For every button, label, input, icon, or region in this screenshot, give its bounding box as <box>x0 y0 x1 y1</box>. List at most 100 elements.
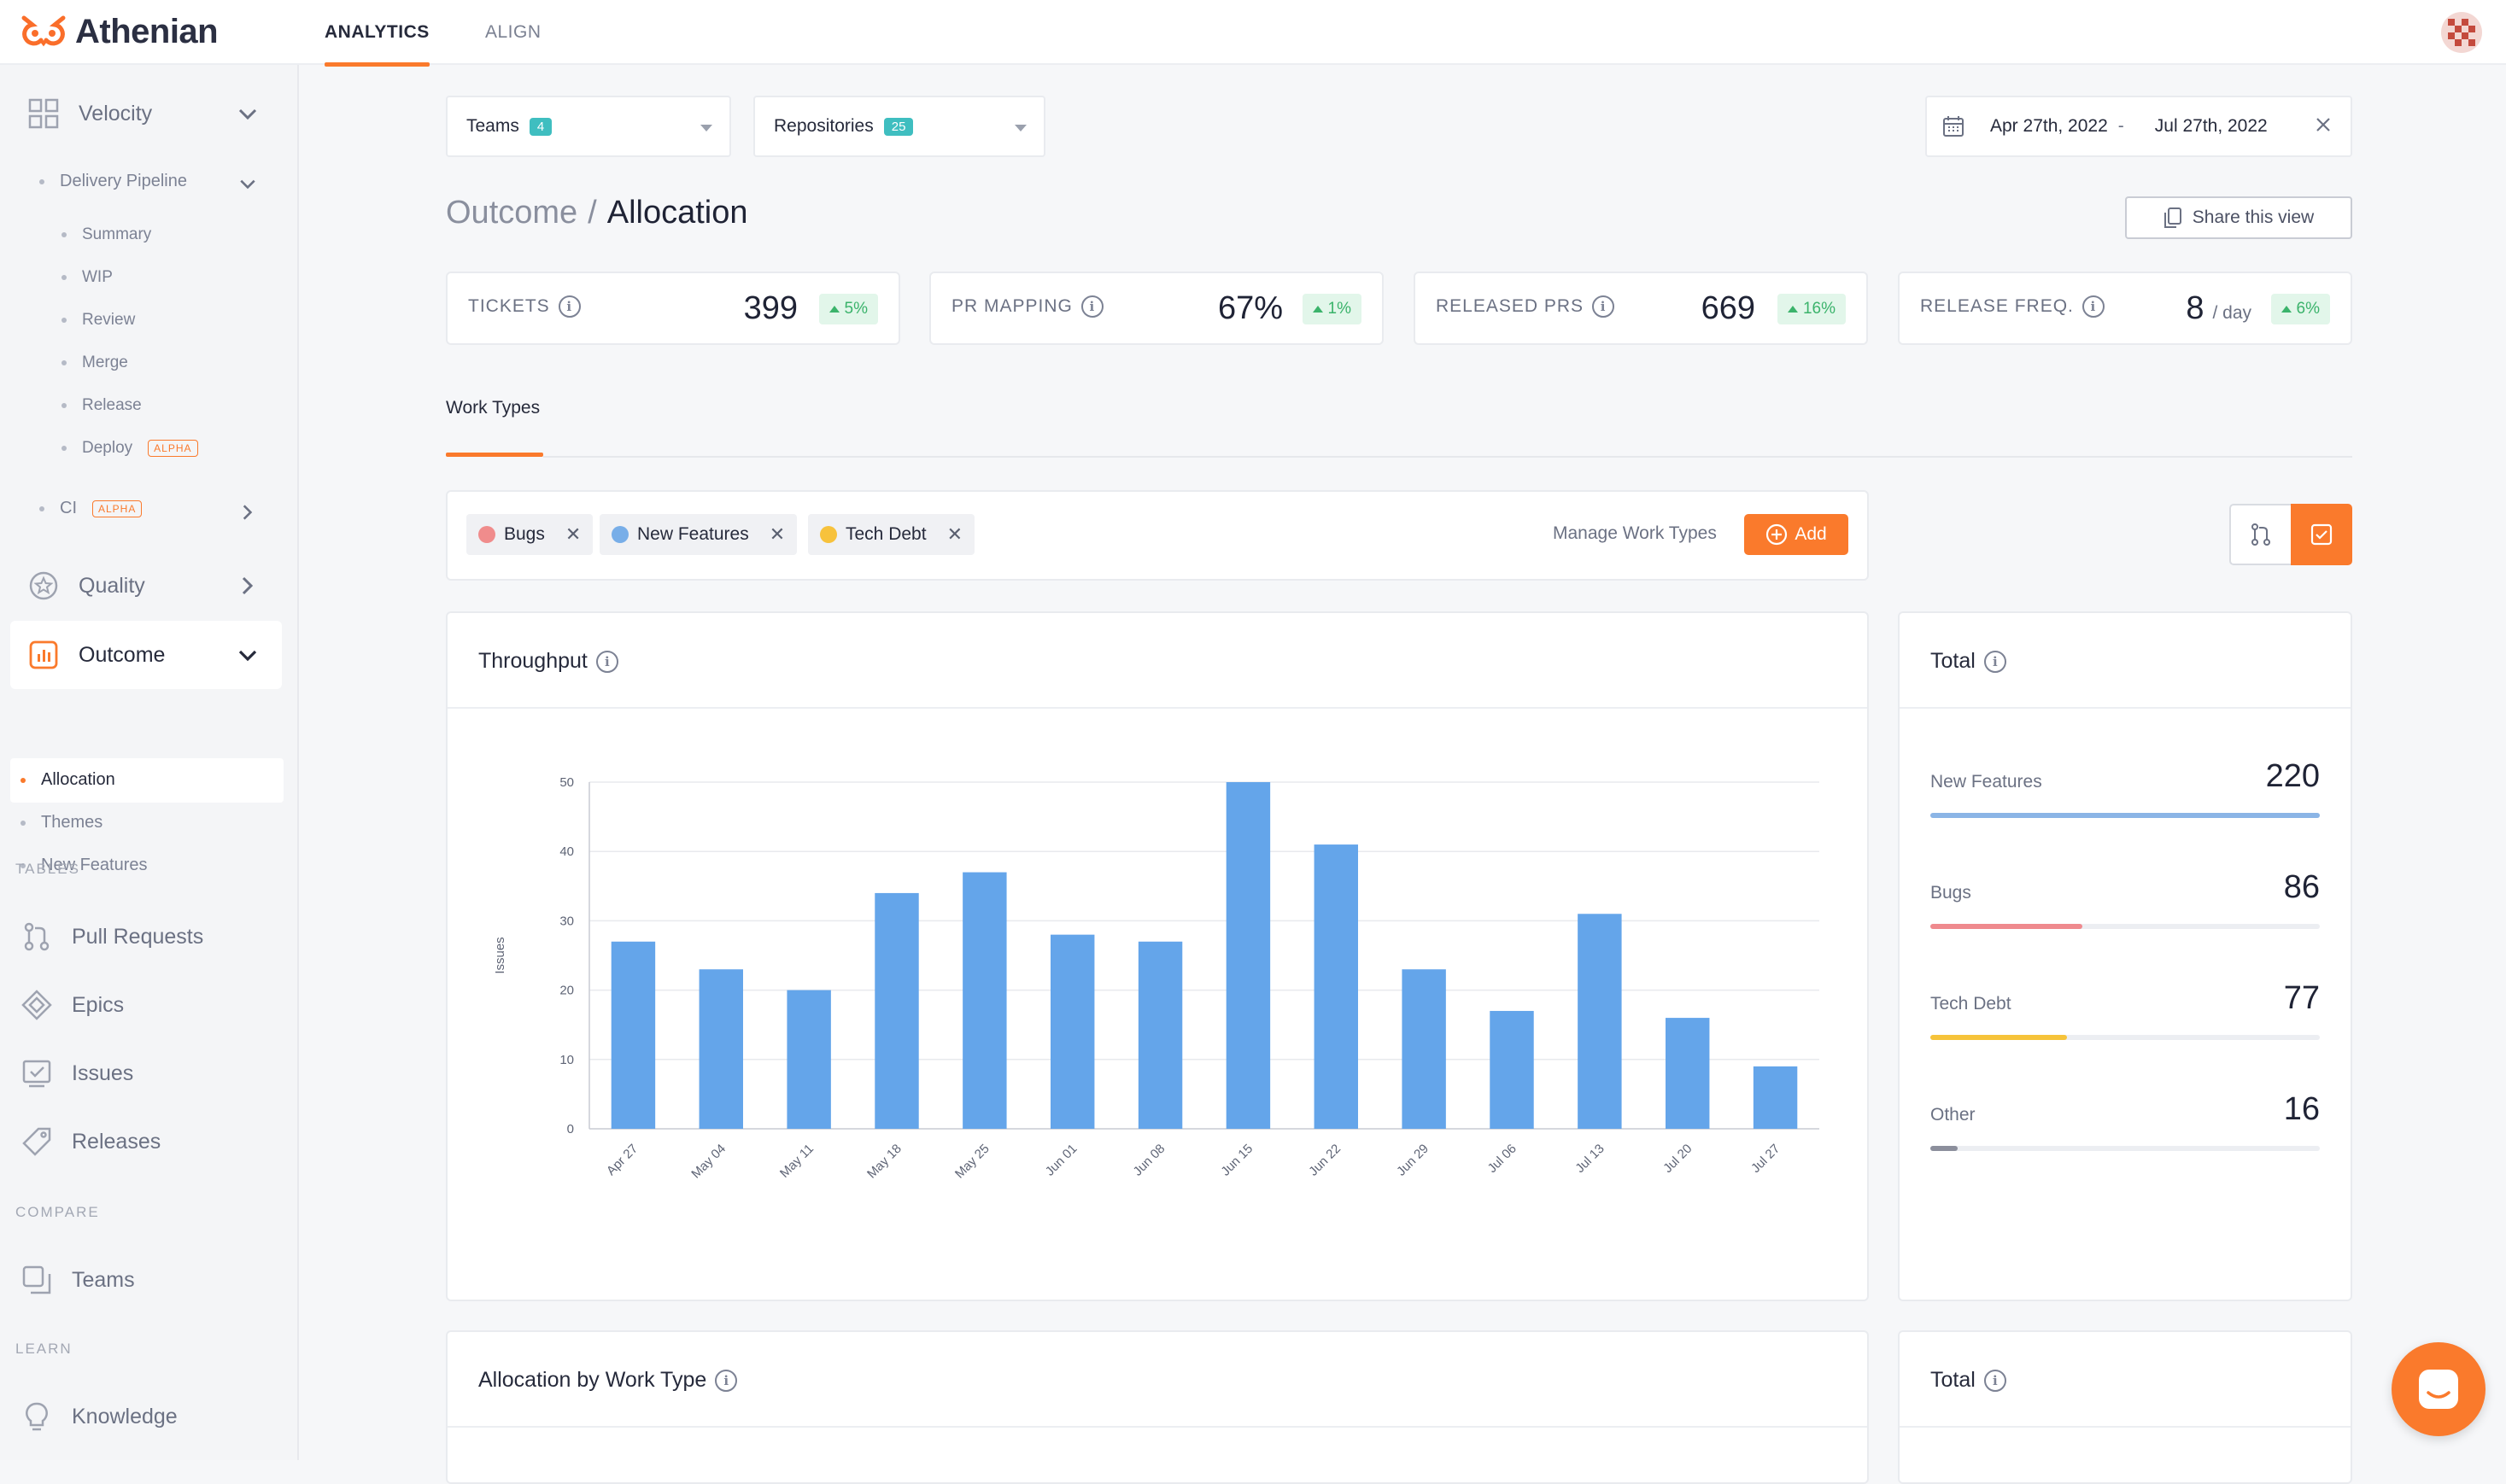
tab-align[interactable]: ALIGN <box>485 22 542 42</box>
sidebar-item-teams[interactable]: Teams <box>20 1264 135 1296</box>
sidebar-item-label: Velocity <box>79 101 153 126</box>
total-title: Total i <box>1930 649 2006 674</box>
x-tick-label: May 25 <box>952 1142 992 1182</box>
info-icon[interactable]: i <box>1983 1369 2006 1392</box>
kpi-delta-badge: 6% <box>2270 294 2330 324</box>
remove-chip-icon[interactable]: ✕ <box>946 523 963 545</box>
bar <box>1402 969 1446 1129</box>
kpi-delta-badge: 16% <box>1777 294 1846 324</box>
total-value: 77 <box>2283 980 2320 1016</box>
breadcrumb-parent[interactable]: Outcome <box>446 195 578 231</box>
section-tables: TABLES <box>15 861 80 877</box>
clear-date-icon[interactable] <box>2315 116 2332 133</box>
x-tick-label: Apr 27 <box>604 1142 641 1178</box>
app-name: Athenian <box>75 12 219 50</box>
remove-chip-icon[interactable]: ✕ <box>565 523 582 545</box>
total-progress-fill <box>1930 1146 1958 1151</box>
info-icon[interactable]: i <box>595 650 618 673</box>
sidebar-item-review[interactable]: Review <box>61 311 135 330</box>
chevron-right-icon[interactable] <box>236 500 260 524</box>
kpi-card-pr-mapping: PR MAPPING i 67% 1% <box>929 272 1384 345</box>
view-pull-requests-toggle[interactable] <box>2229 504 2291 565</box>
kpi-label: RELEASED PRS <box>1436 296 1584 316</box>
star-badge-icon <box>27 570 60 602</box>
sidebar-item-quality[interactable]: Quality <box>27 570 145 602</box>
sidebar-item-release[interactable]: Release <box>61 396 142 415</box>
work-type-chip-bugs[interactable]: Bugs ✕ <box>466 514 594 555</box>
sidebar-item-velocity[interactable]: Velocity <box>27 97 152 130</box>
sidebar-item-outcome[interactable]: Outcome <box>27 639 165 671</box>
lightbulb-icon <box>20 1400 53 1433</box>
tab-analytics[interactable]: ANALYTICS <box>325 0 430 67</box>
alpha-badge: ALPHA <box>148 440 198 457</box>
remove-chip-icon[interactable]: ✕ <box>769 523 786 545</box>
total-label: Tech Debt <box>1930 994 2011 1014</box>
date-end[interactable]: Jul 27th, 2022 <box>2154 116 2268 136</box>
chevron-down-icon[interactable] <box>236 644 260 668</box>
work-type-chip-tech-debt[interactable]: Tech Debt ✕ <box>808 514 975 555</box>
add-work-type-button[interactable]: Add <box>1744 514 1848 555</box>
tab-work-types[interactable]: Work Types <box>446 398 541 418</box>
sidebar-item-summary[interactable]: Summary <box>61 225 151 244</box>
kpi-label: PR MAPPING <box>951 296 1073 316</box>
info-icon[interactable]: i <box>1592 295 1615 318</box>
info-icon[interactable]: i <box>558 295 581 318</box>
sidebar-item-pull-requests[interactable]: Pull Requests <box>20 920 203 953</box>
teams-select[interactable]: Teams 4 <box>446 96 731 157</box>
throughput-bar-chart: 0 10 20 30 40 50 Issues Apr 27 May 04 May 11 May 1… <box>493 775 1819 1182</box>
x-tick-label: Jul 13 <box>1572 1142 1607 1176</box>
bar <box>1753 1066 1798 1129</box>
teams-icon <box>20 1264 53 1296</box>
throughput-title: Throughput i <box>478 649 618 674</box>
y-tick-label: 10 <box>559 1053 574 1067</box>
sidebar-item-new-features[interactable]: New Features <box>20 856 148 875</box>
page-title: Allocation <box>606 195 748 231</box>
manage-work-types-link[interactable]: Manage Work Types <box>1553 523 1717 543</box>
chevron-down-icon[interactable] <box>236 102 260 126</box>
kpi-card-release-freq: RELEASE FREQ. i 8 / day 6% <box>1898 272 2352 345</box>
repositories-select[interactable]: Repositories 25 <box>753 96 1045 157</box>
info-icon[interactable]: i <box>715 1369 738 1392</box>
sidebar-item-deploy[interactable]: Deploy ALPHA <box>61 439 198 458</box>
sidebar-item-issues[interactable]: Issues <box>20 1057 133 1090</box>
user-avatar[interactable] <box>2441 12 2482 53</box>
total-title-2: Total i <box>1930 1368 2006 1393</box>
kpi-card-tickets: TICKETS i 399 5% <box>446 272 900 345</box>
chevron-down-icon[interactable] <box>236 172 260 196</box>
sidebar-item-delivery-pipeline[interactable]: Delivery Pipeline <box>39 172 187 191</box>
info-icon[interactable]: i <box>1080 295 1104 318</box>
view-issues-toggle[interactable] <box>2291 504 2352 565</box>
kpi-value: 8 <box>2186 290 2204 326</box>
sidebar-item-knowledge[interactable]: Knowledge <box>20 1400 178 1433</box>
sidebar-item-merge[interactable]: Merge <box>61 353 128 372</box>
tabs-divider <box>543 456 2352 458</box>
total-value: 16 <box>2283 1091 2320 1127</box>
info-icon[interactable]: i <box>1983 650 2006 673</box>
arrow-up-icon <box>1312 306 1323 313</box>
throughput-card <box>446 611 1869 1301</box>
kpi-delta-badge: 1% <box>1302 294 1361 324</box>
sidebar-item-wip[interactable]: WIP <box>61 268 113 287</box>
chat-widget-button[interactable] <box>2392 1342 2486 1436</box>
sidebar-item-ci[interactable]: CI ALPHA <box>39 499 143 518</box>
teams-select-label: Teams <box>466 116 519 136</box>
info-icon[interactable]: i <box>2082 295 2105 318</box>
y-tick-label: 30 <box>559 914 574 928</box>
sidebar-item-releases[interactable]: Releases <box>20 1125 161 1158</box>
total-value: 220 <box>2265 758 2320 794</box>
breadcrumb: Outcome / Allocation <box>446 195 748 231</box>
tag-icon <box>20 1125 53 1158</box>
date-start[interactable]: Apr 27th, 2022 <box>1990 116 2108 136</box>
date-range-picker[interactable]: Apr 27th, 2022 - Jul 27th, 2022 <box>1925 96 2352 157</box>
total-label: Bugs <box>1930 883 1971 903</box>
y-tick-label: 0 <box>567 1122 574 1136</box>
sidebar-item-allocation[interactable]: Allocation <box>20 770 115 790</box>
share-view-button[interactable]: Share this view <box>2125 196 2352 239</box>
sidebar-item-epics[interactable]: Epics <box>20 989 124 1021</box>
chevron-right-icon[interactable] <box>236 574 260 598</box>
athenian-logo[interactable]: Athenian <box>20 10 219 53</box>
sidebar-item-themes[interactable]: Themes <box>20 813 102 833</box>
total-progress-track <box>1930 1035 2320 1040</box>
work-type-chip-new-features[interactable]: New Features ✕ <box>600 514 798 555</box>
kpi-card-released-prs: RELEASED PRS i 669 16% <box>1414 272 1868 345</box>
